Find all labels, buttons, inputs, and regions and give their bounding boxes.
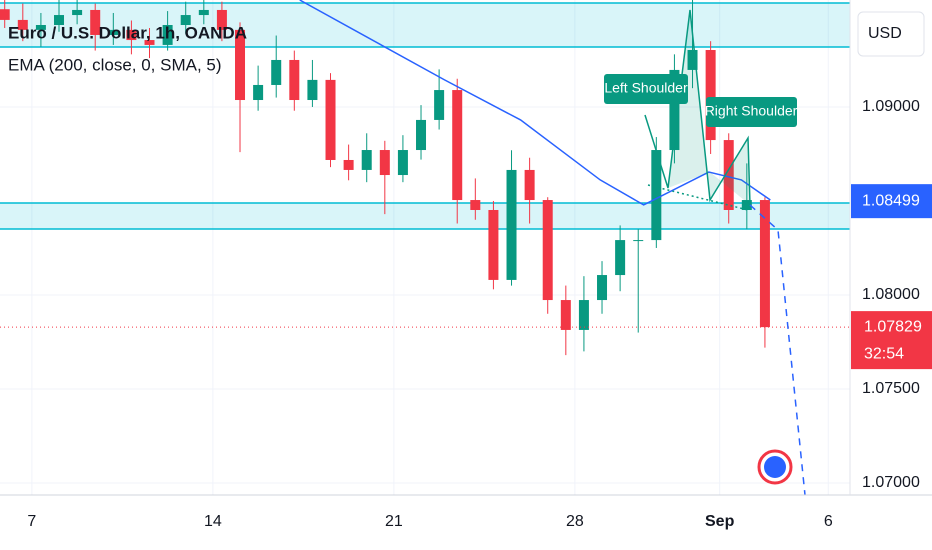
candle-body [633, 240, 644, 242]
candle-body [723, 140, 734, 210]
grid [0, 0, 850, 495]
marked-price-box [851, 184, 932, 219]
last-price-label: 1.07829 [864, 318, 922, 335]
x-tick-label: 7 [27, 513, 36, 530]
candle-body [506, 169, 517, 280]
neckline [647, 184, 749, 211]
candle-body [72, 9, 83, 16]
zones [0, 2, 850, 230]
candle-body [542, 200, 553, 301]
y-tick-label: 1.07500 [862, 380, 920, 397]
candle-body [54, 15, 65, 26]
annotation-box [706, 97, 797, 127]
candle-body [705, 50, 716, 141]
title: Euro / U.S. Dollar, 1h, OANDA [8, 23, 247, 42]
candle-body [271, 59, 282, 85]
x-tick-label: 21 [385, 513, 403, 530]
candle-body [759, 200, 770, 328]
candle-body [669, 69, 680, 151]
candle-body [741, 200, 752, 210]
candle-body [615, 240, 626, 276]
candles [0, 0, 850, 356]
candle-body [180, 15, 191, 26]
candle-body [17, 19, 28, 30]
candle-body [216, 9, 227, 30]
candle-body [35, 25, 46, 30]
candle-body [126, 29, 137, 41]
candle-body [307, 79, 318, 101]
candle-body [416, 119, 427, 151]
zone [0, 203, 850, 229]
currency-button[interactable] [857, 11, 925, 57]
last-price-box [851, 311, 932, 370]
candle-body [687, 50, 698, 70]
candle-body [379, 150, 390, 176]
marked-price-label: 1.08499 [862, 192, 920, 209]
candle-body [560, 300, 571, 330]
ema-line [299, 0, 771, 206]
pattern: Left Shoulder Right Shoulder [604, 9, 806, 495]
candle-body [325, 79, 336, 160]
countdown: 32:54 [864, 345, 904, 362]
pattern-fill [645, 10, 750, 205]
candle-body [343, 159, 354, 170]
candle-body [361, 150, 372, 170]
candle-body [289, 59, 300, 101]
y-tick-label: 1.07000 [862, 474, 920, 491]
legend-entry: EMA (200, close, 0, SMA, 5) [8, 55, 222, 74]
zone [0, 3, 850, 47]
candle-body [144, 40, 155, 45]
candle-body [488, 209, 499, 280]
candle-body [470, 200, 481, 210]
candle-body [452, 90, 463, 201]
y-tick-label: 1.08000 [862, 286, 920, 303]
x-tick-label: 28 [566, 513, 584, 530]
annotation: Right Shoulder [705, 103, 798, 119]
candle-body [597, 275, 608, 301]
candle-body [235, 29, 246, 101]
candle-body [108, 29, 119, 35]
x-tick-label: Sep [705, 513, 735, 530]
candle-body [90, 9, 101, 35]
candle-body [198, 9, 209, 16]
candle-body [578, 300, 589, 330]
annotation: Left Shoulder [604, 80, 688, 96]
pattern-line [644, 9, 751, 206]
candle-body [0, 9, 10, 20]
candle-body [162, 25, 173, 45]
x-tick-label: 14 [204, 513, 222, 530]
currency[interactable]: USD [868, 25, 902, 42]
candle-body [434, 90, 445, 120]
candle-body [651, 150, 662, 241]
x-tick-label: 6 [824, 513, 833, 530]
y-tick-label: 1.09000 [862, 98, 920, 115]
candle-body [524, 169, 535, 201]
annotation-box [604, 74, 688, 104]
flag-icon [764, 456, 786, 478]
candle-body [253, 84, 264, 101]
candle-body [397, 150, 408, 176]
